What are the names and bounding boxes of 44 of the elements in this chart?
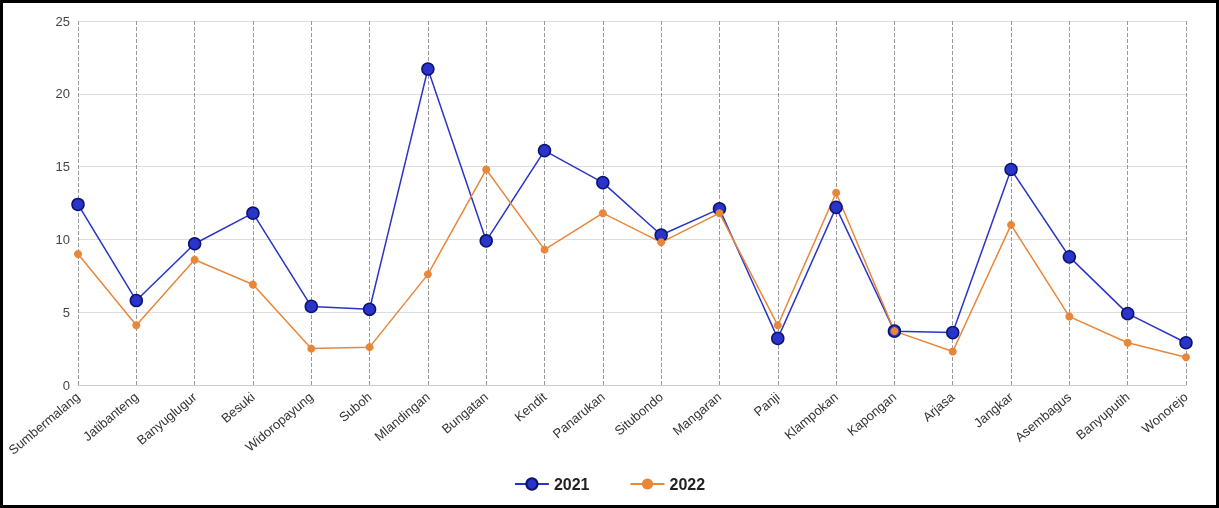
y-tick-label: 5 (62, 304, 70, 320)
point (832, 188, 841, 197)
point (365, 343, 374, 352)
point (773, 321, 782, 330)
point (132, 321, 141, 330)
point (190, 255, 199, 264)
y-tick-label: 10 (55, 231, 70, 247)
point (248, 280, 257, 289)
legend-label: 2022 (669, 475, 706, 493)
legend-label: 2021 (553, 475, 590, 493)
point (948, 347, 957, 356)
point (771, 331, 785, 346)
point (715, 209, 724, 218)
point (946, 325, 960, 340)
point (304, 299, 319, 314)
point (421, 62, 435, 76)
point (307, 344, 316, 353)
point (71, 197, 85, 212)
point (598, 209, 607, 218)
point (537, 143, 552, 158)
point (540, 245, 549, 254)
point (482, 165, 491, 174)
point (1062, 250, 1077, 264)
y-tick-label: 0 (62, 377, 70, 393)
y-tick-label: 25 (55, 13, 70, 29)
point (1004, 162, 1018, 177)
point (246, 206, 260, 220)
point (1179, 336, 1193, 350)
point (423, 270, 432, 279)
point (74, 249, 82, 258)
point (1182, 353, 1190, 362)
point (1065, 312, 1074, 321)
point (479, 234, 493, 248)
point (1120, 306, 1135, 321)
point (1007, 220, 1016, 229)
point (829, 200, 843, 215)
point (362, 302, 377, 317)
point (596, 175, 610, 190)
y-tick-label: 20 (55, 86, 70, 102)
point (657, 238, 666, 247)
point (129, 293, 144, 308)
point (187, 237, 202, 251)
point (1123, 338, 1132, 347)
y-tick-label: 15 (55, 159, 70, 175)
